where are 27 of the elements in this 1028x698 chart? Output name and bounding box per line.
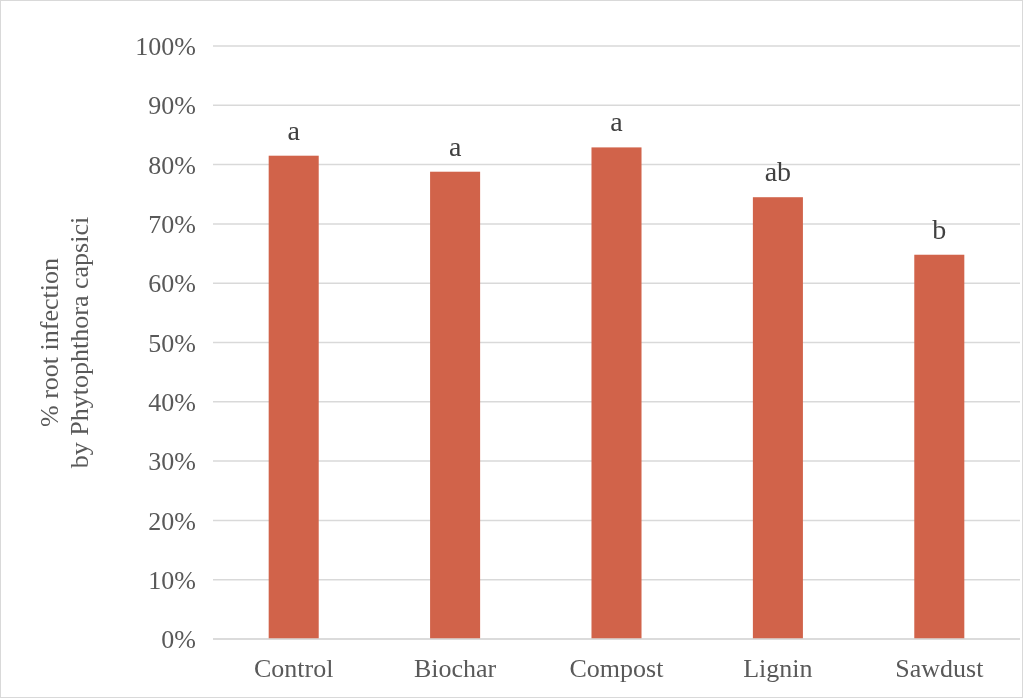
y-tick-label: 60%: [148, 269, 196, 299]
annotation: b: [932, 213, 947, 245]
x-tick-label: Lignin: [743, 654, 813, 683]
y-tick-label: 50%: [148, 328, 196, 358]
y-tick-label: 40%: [148, 387, 196, 417]
y-tick-label: 80%: [148, 150, 196, 180]
y-tick-label: 90%: [148, 91, 196, 121]
x-tick-label: Sawdust: [895, 654, 985, 683]
x-tick-label: Biochar: [413, 654, 497, 683]
y-tick-label: 30%: [148, 447, 196, 477]
bar: [591, 147, 642, 639]
bar: [430, 171, 481, 639]
y-axis-title: % root infection by Phytophthora capsici: [35, 216, 94, 469]
x-tick-label: Compost: [569, 654, 665, 683]
y-tick-label: 20%: [148, 506, 196, 536]
y-tick-label: 100%: [135, 32, 196, 62]
bar: [268, 155, 319, 639]
bar: [752, 197, 803, 639]
y-tick-label: 70%: [148, 210, 196, 239]
annotation: a: [287, 114, 301, 146]
bar: [914, 254, 965, 639]
annotation: ab: [764, 156, 792, 188]
y-tick-label: 10%: [148, 565, 196, 595]
annotation: a: [610, 106, 624, 138]
annotation: a: [448, 130, 462, 162]
y-tick-label: 0%: [161, 625, 196, 655]
x-tick-label: Control: [253, 654, 334, 683]
